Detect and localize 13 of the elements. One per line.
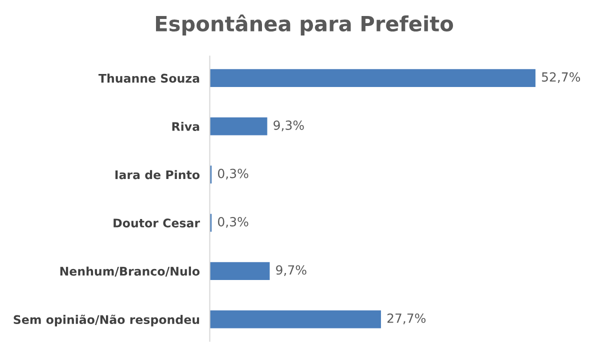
data-label: 9,7% (276, 265, 306, 276)
data-label: 52,7% (542, 72, 580, 83)
y-tick-label: Riva (172, 122, 200, 131)
data-label: 9,3% (274, 120, 304, 132)
data-label: 27,7% (387, 313, 426, 324)
y-tick-label: Doutor Cesar (114, 218, 200, 228)
data-label: 0,3% (218, 168, 248, 180)
y-tick-label: Nenhum/Branco/Nulo (60, 266, 200, 277)
data-label: 0,3% (218, 216, 248, 228)
y-tick-label: Thuanne Souza (98, 74, 200, 83)
chart-title: Espontânea para Prefeito (156, 14, 454, 36)
y-tick-label: Sem opinião/Não respondeu (14, 314, 200, 326)
y-tick-label: Iara de Pinto (115, 170, 200, 180)
